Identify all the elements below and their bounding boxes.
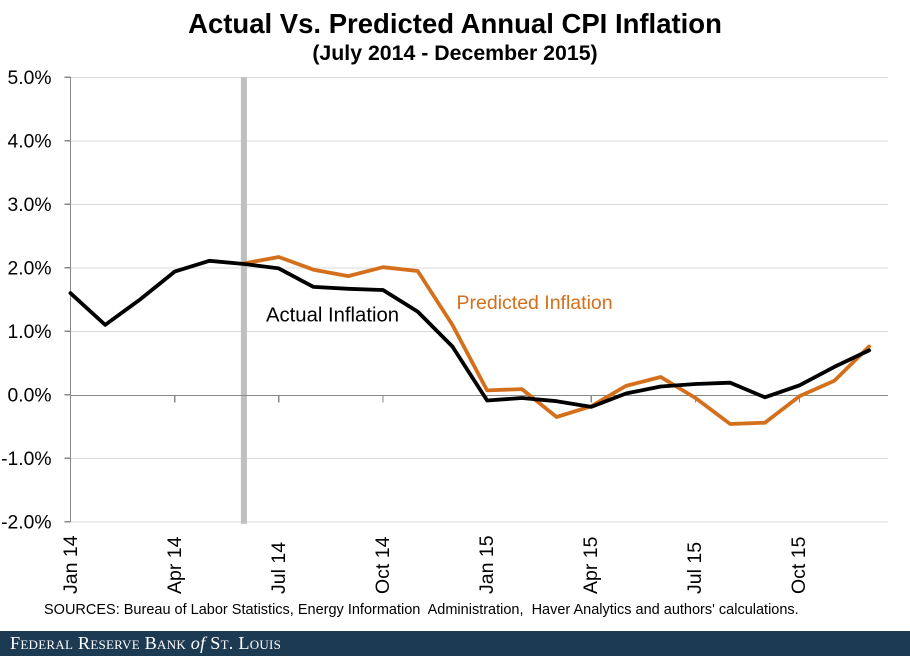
svg-text:Oct 15: Oct 15 <box>788 536 810 594</box>
svg-text:3.0%: 3.0% <box>8 195 52 216</box>
svg-text:Oct 14: Oct 14 <box>372 536 394 594</box>
svg-text:Apr 14: Apr 14 <box>164 536 186 594</box>
svg-text:Jul 14: Jul 14 <box>268 542 290 594</box>
svg-text:Predicted Inflation: Predicted Inflation <box>457 292 613 314</box>
svg-text:-2.0%: -2.0% <box>1 513 51 534</box>
svg-text:-1.0%: -1.0% <box>1 449 51 470</box>
svg-text:Jan 15: Jan 15 <box>476 535 498 594</box>
svg-text:5.0%: 5.0% <box>8 68 52 89</box>
svg-text:1.0%: 1.0% <box>8 322 52 343</box>
svg-text:Actual Inflation: Actual Inflation <box>266 305 399 327</box>
svg-text:2.0%: 2.0% <box>8 259 52 280</box>
svg-text:Apr 15: Apr 15 <box>580 536 602 594</box>
svg-text:Jul 15: Jul 15 <box>684 542 706 594</box>
svg-text:0.0%: 0.0% <box>8 386 52 407</box>
svg-text:Jan 14: Jan 14 <box>60 535 82 594</box>
svg-text:4.0%: 4.0% <box>8 132 52 153</box>
